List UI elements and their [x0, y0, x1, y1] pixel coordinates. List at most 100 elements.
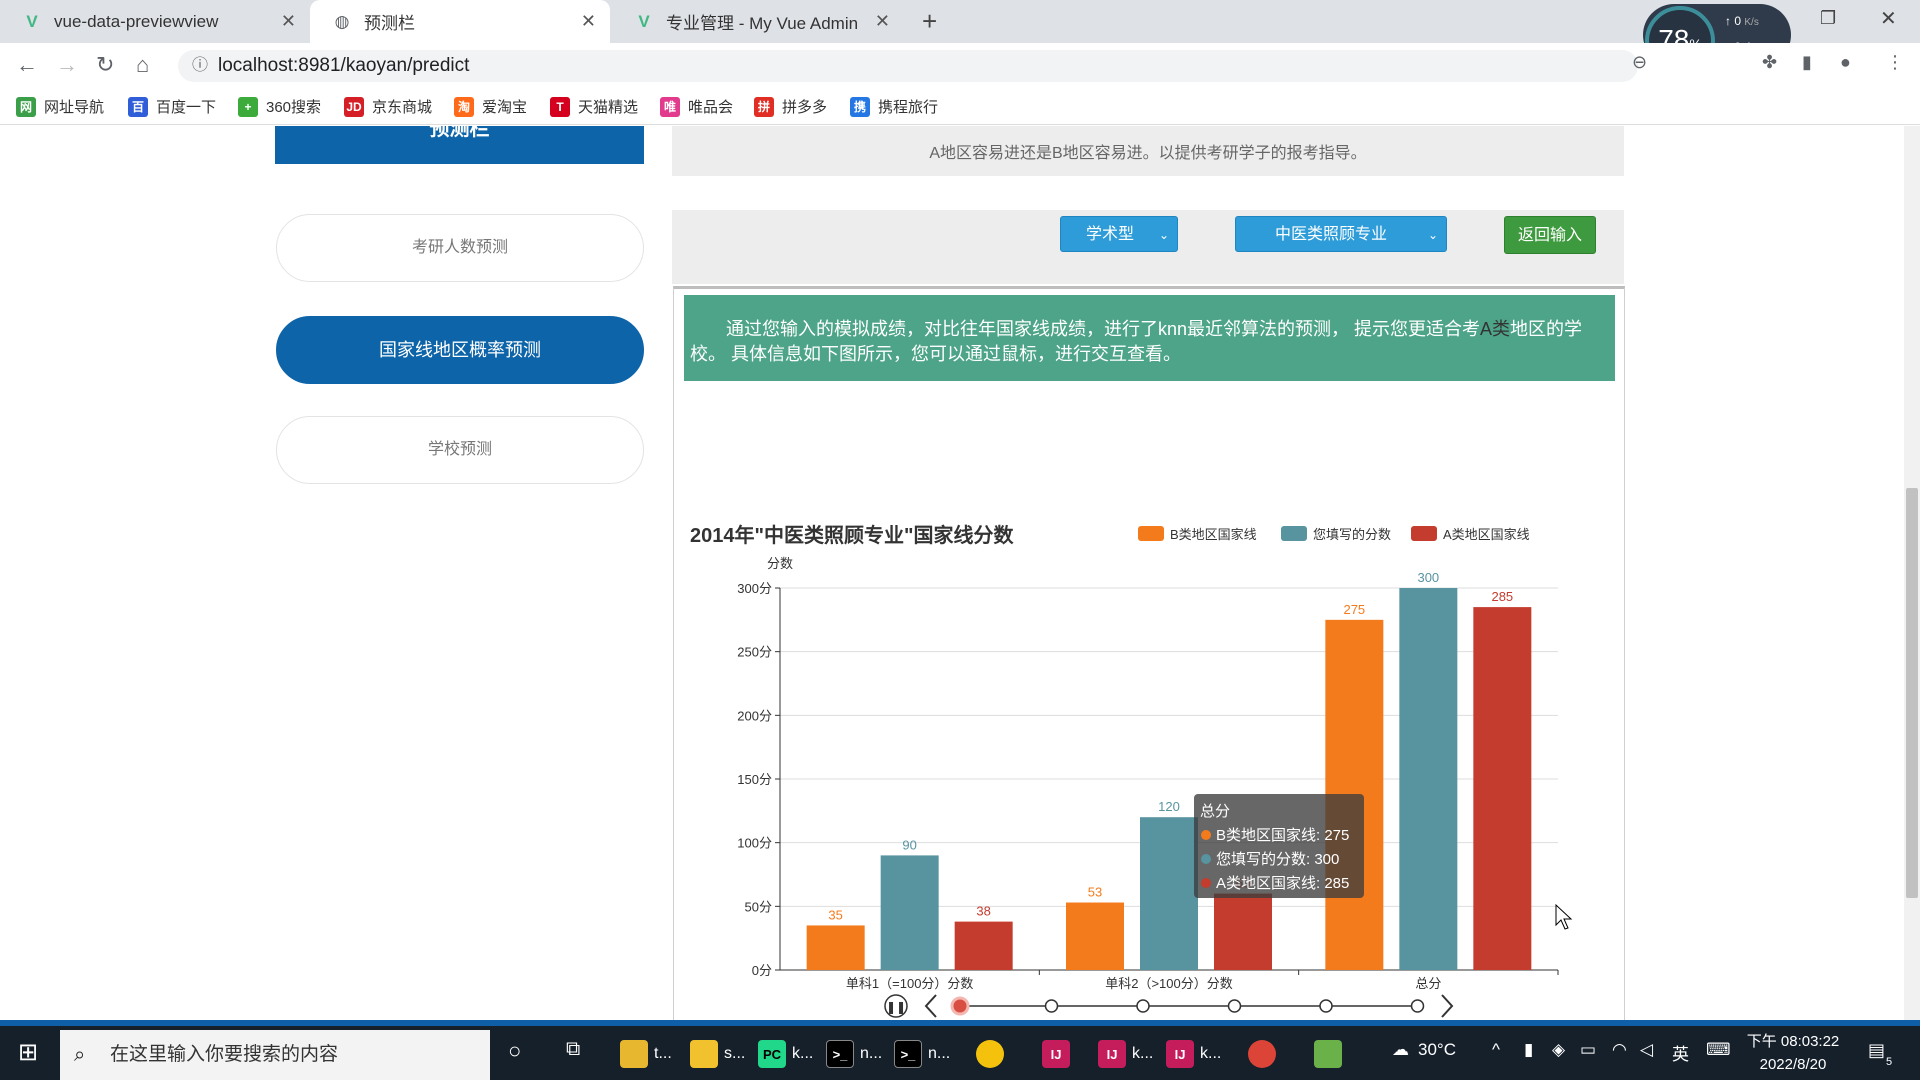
cortana-icon[interactable]: ○: [508, 1038, 522, 1063]
tab-vue-admin[interactable]: V 专业管理 - My Vue Admin ✕: [612, 0, 904, 43]
legend-label[interactable]: A类地区国家线: [1443, 527, 1530, 542]
home-icon[interactable]: ⌂: [136, 52, 150, 77]
bar-value-label: 53: [1088, 885, 1102, 900]
extensions-icon[interactable]: ✤: [1762, 52, 1778, 72]
shield-icon[interactable]: ◈: [1552, 1040, 1566, 1059]
timeline-pause-button[interactable]: [884, 994, 908, 1018]
taskbar-app[interactable]: >_ n...: [894, 1038, 950, 1070]
taskbar-search-input[interactable]: ⌕ 在这里输入你要搜索的内容: [60, 1030, 490, 1080]
taskbar-app[interactable]: PC k...: [758, 1038, 813, 1070]
timeline-next-icon[interactable]: [1441, 994, 1454, 1018]
pause-icon: ❚❚: [886, 1000, 906, 1014]
bar[interactable]: [1399, 588, 1458, 970]
bookmark-item[interactable]: 网网址导航: [16, 96, 104, 117]
weather-temp[interactable]: 30°C: [1418, 1040, 1456, 1059]
timeline-point[interactable]: [1319, 999, 1333, 1013]
ime-indicator[interactable]: 英: [1672, 1045, 1689, 1064]
bookmark-item[interactable]: 携携程旅行: [850, 96, 938, 117]
bookmark-item[interactable]: 唯唯品会: [660, 96, 733, 117]
taskbar-app[interactable]: IJ k...: [1166, 1038, 1221, 1070]
bar[interactable]: [1066, 902, 1124, 970]
weather-icon[interactable]: ☁: [1392, 1040, 1409, 1059]
sidebar-item-enrollment-predict[interactable]: 考研人数预测: [276, 214, 644, 282]
taskbar-app[interactable]: >_ n...: [826, 1038, 882, 1070]
taskbar-app[interactable]: [976, 1038, 1010, 1070]
restore-icon[interactable]: ❐: [1820, 8, 1837, 28]
scrollbar-thumb[interactable]: [1906, 488, 1918, 898]
bookmark-item[interactable]: JD 京东商城: [344, 96, 432, 117]
bar[interactable]: [806, 925, 865, 970]
new-tab-button[interactable]: +: [922, 6, 938, 36]
battery-icon[interactable]: ▭: [1580, 1040, 1597, 1059]
timeline-point[interactable]: [1227, 999, 1242, 1013]
bar[interactable]: [1473, 607, 1532, 970]
keyboard-icon[interactable]: ⌨: [1706, 1040, 1731, 1059]
close-icon[interactable]: ✕: [280, 11, 296, 31]
zoom-icon[interactable]: ⊖: [1632, 52, 1648, 72]
info-icon[interactable]: ⓘ: [192, 57, 209, 74]
legend-swatch[interactable]: [1411, 526, 1437, 541]
x-tick-label: 单科1（=100分）分数: [846, 976, 974, 991]
bar[interactable]: [954, 921, 1013, 970]
taskbar-app-chrome[interactable]: [1248, 1038, 1282, 1070]
taskbar-app[interactable]: t...: [620, 1038, 672, 1070]
bar[interactable]: [1214, 893, 1272, 970]
reload-icon[interactable]: ↻: [96, 52, 115, 77]
taskbar-app[interactable]: s...: [690, 1038, 745, 1070]
timeline-prev-icon[interactable]: [924, 994, 937, 1018]
taskbar-app[interactable]: [1314, 1038, 1348, 1070]
profile-icon[interactable]: ●: [1840, 52, 1851, 72]
menu-icon[interactable]: ⋮: [1886, 52, 1904, 72]
idea-icon: IJ: [1166, 1040, 1194, 1068]
legend-label[interactable]: 您填写的分数: [1313, 527, 1391, 542]
close-window-icon[interactable]: ✕: [1880, 8, 1897, 30]
sidebar-item-school-predict[interactable]: 学校预测: [276, 416, 644, 484]
bookmark-item[interactable]: 拼拼多多: [754, 96, 827, 117]
degree-type-select[interactable]: 学术型 ⌄: [1060, 216, 1178, 252]
bar[interactable]: [880, 855, 939, 970]
address-bar-row: ← → ↻ ⌂ ⓘ localhost:8981/kaoyan/predict …: [0, 43, 1920, 87]
upload-speed: ↑ 0 K/s: [1725, 14, 1759, 28]
tooltip-line: A类地区国家线: 285: [1216, 875, 1349, 892]
bar-chart[interactable]: 2014年"中医类照顾专业"国家线分数 B类地区国家线 您填写的分数 A类地区国家线分…: [674, 388, 1614, 1020]
notification-icon[interactable]: ▤: [1868, 1040, 1886, 1060]
legend-swatch[interactable]: [1281, 526, 1307, 541]
legend-swatch[interactable]: [1138, 526, 1164, 541]
task-view-icon[interactable]: ⧉: [566, 1038, 581, 1060]
sidebar-item-region-predict[interactable]: 国家线地区概率预测: [276, 316, 644, 384]
timeline-point[interactable]: [1136, 999, 1150, 1013]
tooltip-marker: [1201, 878, 1211, 888]
back-icon[interactable]: ←: [16, 52, 38, 77]
major-select[interactable]: 中医类照顾专业 ⌄: [1235, 216, 1447, 252]
chart-title: 2014年"中医类照顾专业"国家线分数: [690, 523, 1014, 547]
bookmark-item[interactable]: T 天猫精选: [550, 96, 638, 117]
tray-expand-icon[interactable]: ^: [1492, 1040, 1500, 1059]
taskbar-app[interactable]: IJ k...: [1098, 1038, 1153, 1070]
timeline-point[interactable]: [1044, 999, 1059, 1013]
close-icon[interactable]: ✕: [580, 11, 596, 31]
mic-icon[interactable]: ▮: [1524, 1040, 1534, 1059]
taskbar-app[interactable]: IJ: [1042, 1038, 1076, 1070]
legend-label[interactable]: B类地区国家线: [1170, 527, 1257, 542]
bar-value-label: 120: [1158, 799, 1180, 814]
bookmark-item[interactable]: 百百度一下: [128, 96, 216, 117]
clock-date: 2022/8/20: [1759, 1056, 1827, 1073]
forward-icon[interactable]: →: [56, 52, 78, 77]
timeline-point[interactable]: [1410, 999, 1425, 1013]
tab-vue-data-preview[interactable]: V vue-data-previewview ✕: [0, 0, 310, 43]
url-input[interactable]: ⓘ localhost:8981/kaoyan/predict: [178, 50, 1638, 82]
volume-icon[interactable]: ◁: [1640, 1040, 1654, 1059]
timeline-point[interactable]: [950, 996, 970, 1016]
sidepanel-icon[interactable]: ▮: [1802, 52, 1812, 72]
x-tick-label: 单科2（>100分）分数: [1105, 976, 1233, 991]
close-icon[interactable]: ✕: [874, 11, 890, 31]
clock[interactable]: 下午 08:03:22 2022/8/20: [1738, 1030, 1848, 1076]
bookmark-item[interactable]: 淘爱淘宝: [454, 96, 527, 117]
bar[interactable]: [1140, 817, 1198, 970]
back-to-input-button[interactable]: 返回输入: [1504, 216, 1596, 254]
vue-icon: V: [26, 11, 38, 31]
windows-start-icon[interactable]: ⊞: [18, 1039, 39, 1066]
wifi-icon[interactable]: ◠: [1612, 1040, 1627, 1059]
tab-predict[interactable]: ◍ 预测栏 ✕: [310, 0, 610, 43]
bookmark-item[interactable]: +360搜索: [238, 96, 321, 117]
